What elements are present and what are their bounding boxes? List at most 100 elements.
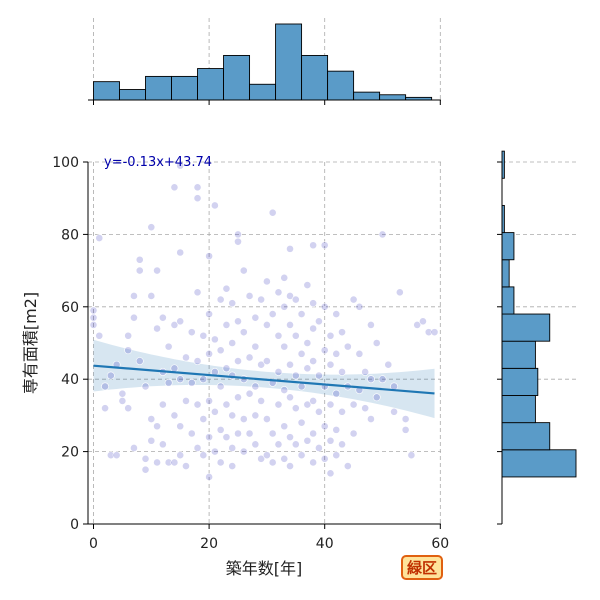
scatter-point-60: [193, 357, 202, 365]
scatter-point-128: [274, 288, 283, 297]
scatter-point-186: [332, 425, 341, 434]
x-tick-label-2: 40: [316, 536, 334, 552]
scatter-point-41: [170, 320, 179, 329]
scatter-point-66: [199, 451, 208, 460]
scatter-point-28: [147, 415, 156, 423]
scatter-point-135: [280, 342, 289, 351]
scatter-point-163: [309, 324, 318, 333]
y-tick-label-3: 60: [61, 300, 79, 316]
scatter-point-145: [286, 462, 294, 470]
scatter-point-67: [205, 252, 213, 261]
scatter-point-61: [193, 400, 202, 409]
hist-y-bar-3: [501, 367, 539, 396]
scatter-point-46: [176, 248, 185, 257]
scatter-point-77: [210, 447, 219, 456]
scatter-point-86: [222, 400, 231, 409]
scatter-point-216: [407, 451, 416, 460]
scatter-point-38: [164, 378, 173, 387]
scatter-point-139: [286, 244, 294, 253]
scatter-point-48: [176, 375, 185, 384]
scatter-point-72: [205, 473, 213, 481]
x-tick-label-3: 60: [431, 536, 449, 552]
scatter-point-156: [303, 281, 312, 289]
scatter-point-108: [245, 429, 254, 438]
scatter-point-30: [153, 324, 161, 333]
scatter-point-1: [89, 306, 98, 315]
scatter-point-185: [332, 389, 341, 398]
scatter-point-47: [176, 317, 185, 326]
scatter-point-106: [245, 353, 254, 362]
scatter-point-52: [182, 397, 190, 405]
district-badge: 緑区: [401, 555, 443, 580]
scatter-point-51: [182, 353, 190, 362]
scatter-point-87: [222, 433, 231, 442]
scatter-point-68: [205, 310, 213, 318]
scatter-point-151: [297, 310, 306, 318]
scatter-point-171: [315, 444, 323, 452]
scatter-point-25: [147, 223, 156, 232]
scatter-point-104: [239, 447, 248, 456]
scatter-point-202: [361, 404, 370, 413]
scatter-point-172: [320, 241, 329, 250]
scatter-point-160: [303, 436, 312, 445]
scatter-point-56: [187, 429, 196, 438]
hist-x-bar-10: [353, 91, 381, 101]
hist-x-bar-4: [197, 68, 224, 101]
hist-x-bar-6: [249, 83, 277, 101]
hist-y-bar-8: [501, 232, 515, 261]
scatter-point-122: [262, 451, 271, 460]
scatter-point-110: [251, 342, 260, 351]
scatter-point-22: [141, 382, 150, 391]
scatter-point-154: [297, 418, 306, 427]
scatter-point-6: [101, 404, 109, 413]
scatter-point-97: [234, 357, 242, 365]
scatter-point-63: [199, 331, 208, 340]
scatter-point-19: [135, 255, 144, 264]
scatter-point-218: [419, 317, 427, 326]
scatter-point-215: [401, 425, 410, 434]
scatter-point-93: [228, 462, 237, 470]
scatter-point-131: [274, 400, 283, 409]
scatter-point-113: [251, 440, 260, 449]
hist-y-bar-0: [501, 449, 577, 478]
scatter-point-4: [95, 331, 104, 340]
scatter-point-126: [268, 429, 277, 438]
scatter-point-213: [395, 288, 404, 297]
hist-x-bar-8: [301, 54, 329, 101]
scatter-point-170: [315, 407, 323, 416]
scatter-point-220: [430, 328, 439, 337]
scatter-point-26: [147, 292, 156, 300]
scatter-point-13: [124, 404, 133, 413]
scatter-point-167: [309, 458, 318, 467]
scatter-point-207: [372, 393, 381, 402]
scatter-point-91: [228, 411, 237, 420]
scatter-point-37: [164, 342, 173, 351]
scatter-point-120: [262, 357, 271, 365]
x-axis-title: 築年数[年]: [226, 559, 303, 578]
scatter-point-82: [216, 458, 225, 467]
hist-x-bar-0: [93, 81, 120, 101]
scatter-point-73: [210, 201, 219, 210]
grid-lines: [88, 18, 578, 524]
scatter-point-17: [130, 292, 138, 300]
scatter-point-180: [326, 400, 335, 409]
scatter-point-7: [106, 371, 115, 380]
scatter-point-64: [199, 375, 208, 384]
scatter-point-118: [262, 277, 271, 286]
scatter-point-147: [291, 331, 300, 340]
scatter-point-18: [130, 444, 138, 452]
scatter-point-83: [222, 284, 231, 293]
scatter-point-80: [216, 382, 225, 391]
x-tick-label-1: 20: [200, 536, 218, 552]
scatter-point-133: [280, 273, 289, 282]
scatter-point-32: [153, 458, 161, 467]
scatter-point-165: [309, 397, 318, 405]
hist-x-bar-7: [275, 23, 303, 101]
scatter-point-114: [257, 295, 266, 304]
scatter-point-109: [251, 313, 260, 322]
scatter-point-94: [234, 230, 242, 239]
hist-x-bar-1: [119, 89, 146, 101]
scatter-point-166: [309, 429, 318, 438]
hist-y-bar-6: [501, 286, 515, 315]
y-ticks: 0 20 40 60 80 100: [52, 155, 88, 533]
